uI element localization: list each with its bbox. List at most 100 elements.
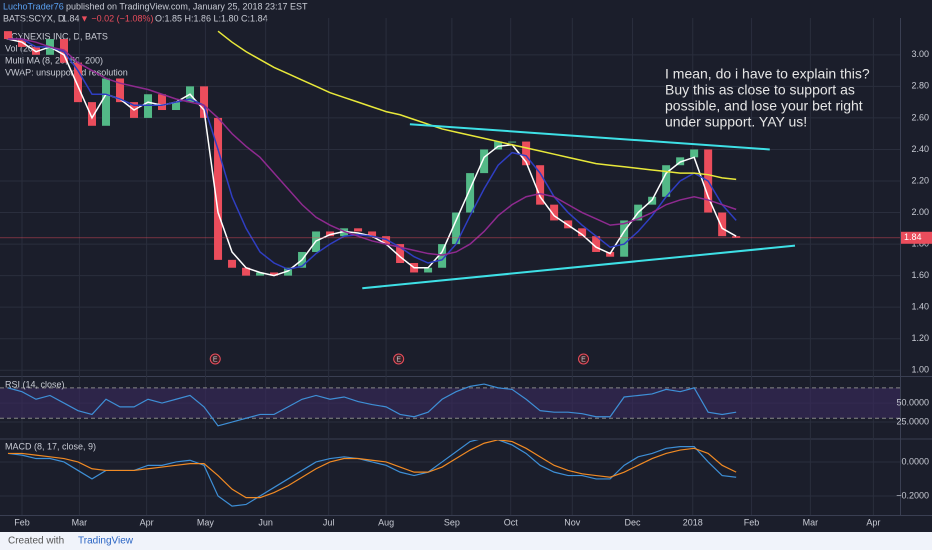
x-tick-label: Nov bbox=[564, 517, 581, 527]
candle bbox=[200, 86, 209, 118]
y-tick-label: 2.00 bbox=[911, 207, 929, 217]
candle bbox=[718, 212, 727, 237]
rsi-band bbox=[0, 387, 900, 419]
ohlc: O:1.85 H:1.86 L:1.80 C:1.84 bbox=[155, 13, 268, 23]
y-tick-label: 1.60 bbox=[911, 270, 929, 280]
candle bbox=[144, 94, 153, 118]
y-tick-label: 1.20 bbox=[911, 333, 929, 343]
earnings-label: E bbox=[396, 356, 401, 363]
candle bbox=[368, 231, 377, 237]
earnings-marker bbox=[578, 353, 590, 365]
candle bbox=[592, 236, 601, 252]
earnings-label: E bbox=[213, 356, 218, 363]
candle bbox=[732, 236, 741, 238]
pane bbox=[0, 383, 900, 427]
top-bar bbox=[0, 0, 932, 18]
line bbox=[7, 38, 737, 271]
x-tick-label: Jul bbox=[323, 517, 335, 527]
pane bbox=[0, 30, 900, 371]
legend-item: Multi MA (8, 20, 50, 200) bbox=[5, 55, 103, 65]
x-tick-label: Feb bbox=[744, 517, 760, 527]
candle bbox=[326, 231, 335, 237]
earnings-label: E bbox=[581, 356, 586, 363]
candle bbox=[508, 141, 517, 143]
candle bbox=[480, 149, 489, 174]
last-price-label: 1.84 bbox=[904, 232, 922, 242]
pane-title: MACD (8, 17, close, 9) bbox=[5, 441, 96, 451]
x-tick-label: May bbox=[197, 517, 215, 527]
annotation: under support. YAY us! bbox=[665, 114, 807, 130]
y-tick-label: 25.0000 bbox=[896, 416, 929, 426]
candle bbox=[73, 62, 82, 103]
candle bbox=[256, 272, 265, 276]
candle bbox=[214, 117, 223, 260]
candle bbox=[396, 244, 405, 264]
candle bbox=[466, 173, 475, 213]
line bbox=[7, 38, 737, 256]
pane-title: RSI (14, close) bbox=[5, 379, 65, 389]
earnings-marker bbox=[209, 353, 221, 365]
x-tick-label: 2018 bbox=[683, 517, 703, 527]
y-tick-label: 2.40 bbox=[911, 144, 929, 154]
y-tick-label: 1.00 bbox=[911, 365, 929, 375]
candle bbox=[354, 228, 363, 232]
candle bbox=[3, 31, 12, 40]
earnings-marker bbox=[393, 353, 405, 365]
candle bbox=[88, 102, 97, 126]
footer-text: Created with bbox=[8, 536, 64, 547]
candle bbox=[494, 141, 503, 150]
x-tick-label: Jun bbox=[258, 517, 273, 527]
x-tick-label: Feb bbox=[14, 517, 30, 527]
legend-item: SCYNEXIS INC, D, BATS bbox=[5, 31, 108, 41]
x-tick-label: Apr bbox=[866, 517, 880, 527]
candle bbox=[550, 204, 559, 221]
candle bbox=[424, 267, 433, 273]
published: published on TradingView.com, January 25… bbox=[66, 1, 308, 11]
x-tick-label: Sep bbox=[444, 517, 460, 527]
line bbox=[7, 440, 737, 499]
candle bbox=[578, 228, 587, 237]
annotation: Buy this as close to support as bbox=[665, 82, 855, 98]
y-tick-label: 3.00 bbox=[911, 49, 929, 59]
y-tick-label: 2.80 bbox=[911, 81, 929, 91]
candle bbox=[438, 244, 447, 268]
candle bbox=[102, 78, 111, 126]
x-tick-label: Oct bbox=[504, 517, 519, 527]
x-tick-label: Dec bbox=[625, 517, 642, 527]
symbol: BATS:SCYX, D bbox=[3, 13, 65, 23]
trendline bbox=[409, 123, 770, 151]
x-tick-label: Mar bbox=[803, 517, 819, 527]
candle bbox=[270, 272, 279, 276]
y-tick-label: −0.2000 bbox=[896, 490, 929, 500]
y-tick-label: 0.0000 bbox=[901, 456, 929, 466]
candle bbox=[690, 149, 699, 158]
candle bbox=[172, 102, 181, 111]
change: ▼ −0.02 (−1.08%) bbox=[80, 13, 153, 23]
trendline bbox=[362, 244, 796, 290]
y-tick-label: 2.20 bbox=[911, 175, 929, 185]
pane bbox=[0, 440, 900, 507]
footer-bar bbox=[0, 532, 932, 550]
x-tick-label: Apr bbox=[140, 517, 154, 527]
annotation: possible, and lose your bet right bbox=[665, 98, 863, 114]
author[interactable]: LuchoTrader76 bbox=[3, 1, 64, 11]
line bbox=[217, 30, 737, 181]
candle bbox=[620, 220, 629, 257]
footer-brand[interactable]: TradingView bbox=[78, 536, 134, 547]
x-tick-label: Mar bbox=[72, 517, 88, 527]
legend-item: VWAP: unsupported resolution bbox=[5, 67, 128, 77]
legend-item: Vol (20) bbox=[5, 43, 36, 53]
candle bbox=[452, 212, 461, 245]
last: 1.84 bbox=[62, 13, 80, 23]
y-tick-label: 1.40 bbox=[911, 302, 929, 312]
candle bbox=[158, 94, 167, 111]
x-tick-label: Aug bbox=[378, 517, 394, 527]
last-price-tag bbox=[901, 231, 932, 244]
candle bbox=[228, 259, 237, 268]
candle bbox=[116, 78, 125, 103]
candle bbox=[242, 267, 251, 276]
line bbox=[7, 383, 737, 427]
y-tick-label: 2.60 bbox=[911, 112, 929, 122]
annotation: I mean, do i have to explain this? bbox=[665, 66, 870, 82]
